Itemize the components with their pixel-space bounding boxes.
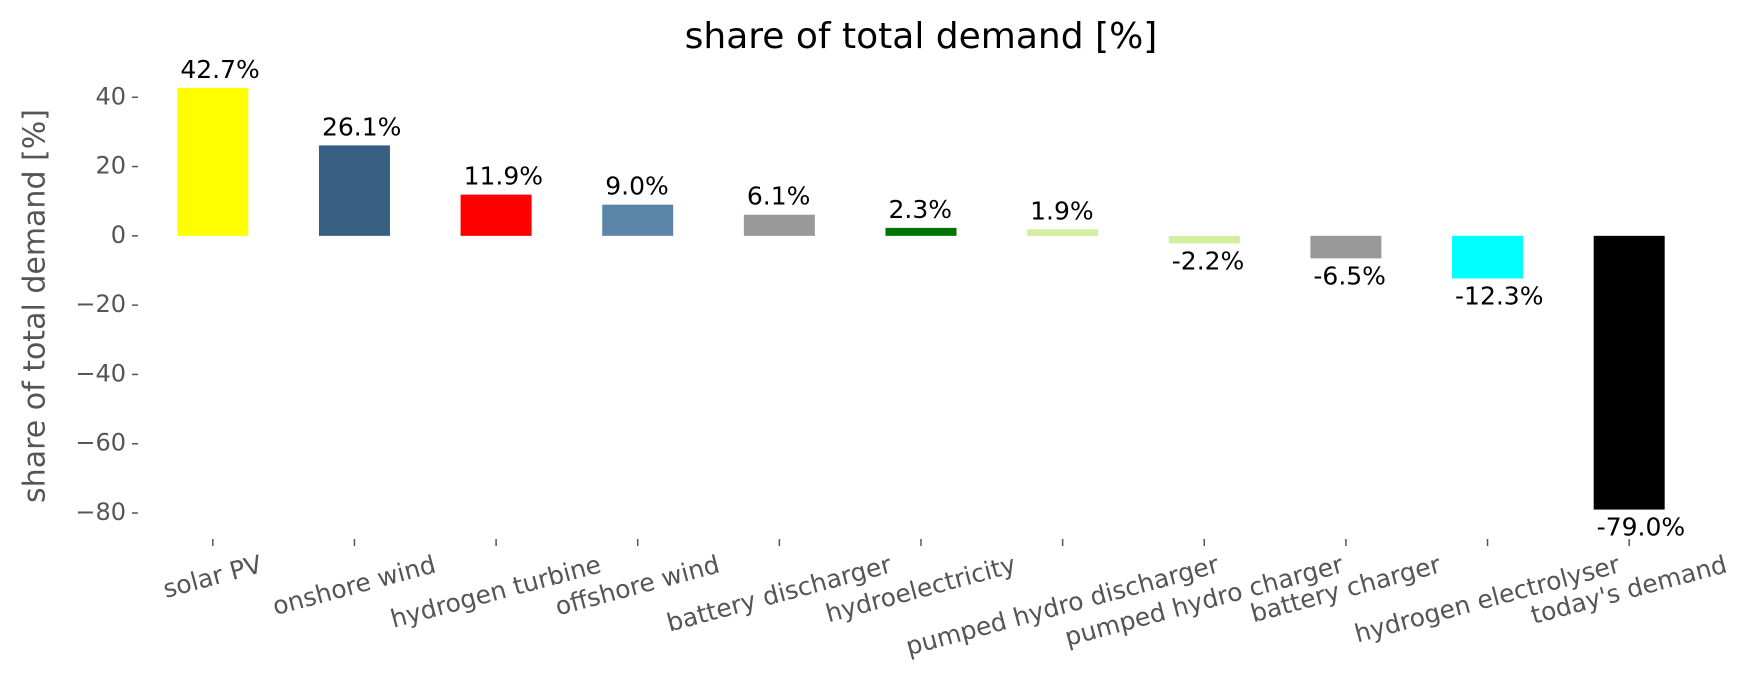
value-label: 2.3%: [889, 195, 953, 224]
value-label: 42.7%: [180, 55, 259, 84]
value-label: -2.2%: [1172, 246, 1245, 275]
value-label: 1.9%: [1030, 196, 1094, 225]
bar: [602, 204, 674, 236]
bar: [1310, 235, 1382, 259]
y-tick-label: 0: [111, 221, 126, 249]
y-tick-label: 40: [95, 82, 126, 110]
x-tick-label: solar PV: [160, 550, 265, 604]
bar: [1027, 229, 1099, 236]
y-tick-label: 20: [95, 152, 126, 180]
bar: [885, 227, 957, 236]
value-label: -12.3%: [1455, 281, 1543, 310]
y-tick-label: −40: [75, 359, 126, 387]
y-axis-label: share of total demand [%]: [18, 109, 53, 503]
y-tick-label: −80: [75, 498, 126, 526]
bar: [1452, 235, 1524, 279]
value-label: 26.1%: [322, 112, 401, 141]
value-label: 9.0%: [605, 172, 669, 201]
value-label: -79.0%: [1597, 513, 1685, 542]
bar: [318, 145, 390, 236]
y-tick-label: −20: [75, 290, 126, 318]
bar: [460, 194, 532, 236]
value-label: 6.1%: [747, 182, 811, 211]
y-tick-label: −60: [75, 429, 126, 457]
bar: [1593, 235, 1665, 510]
value-label: 11.9%: [464, 162, 543, 191]
bar: [177, 87, 249, 236]
value-label: -6.5%: [1313, 261, 1386, 290]
bar: [743, 214, 815, 236]
bar: [1168, 235, 1240, 244]
chart-title: share of total demand [%]: [685, 16, 1158, 57]
